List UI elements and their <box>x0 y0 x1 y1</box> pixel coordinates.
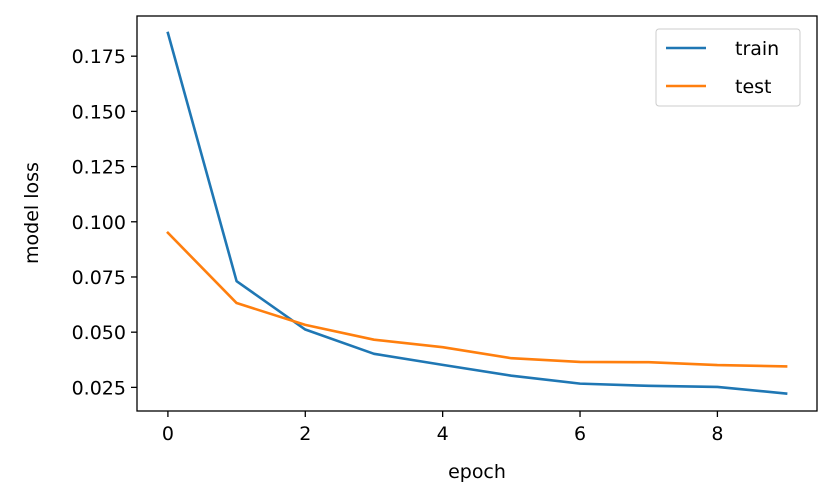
plot-frame <box>136 15 818 412</box>
legend: train test <box>655 28 801 107</box>
series-layer <box>166 31 788 395</box>
x-tick-label: 2 <box>299 423 311 445</box>
x-axis-ticks: 0 2 4 6 8 <box>162 411 723 445</box>
y-tick-label: 0.125 <box>72 157 126 179</box>
y-tick-label: 0.150 <box>72 101 126 123</box>
y-axis-label: model loss <box>21 162 43 264</box>
x-tick-label: 0 <box>162 423 174 445</box>
x-axis-label: epoch <box>448 461 506 483</box>
y-tick-label: 0.025 <box>72 377 126 399</box>
series-line-test <box>166 230 788 368</box>
y-tick-label: 0.100 <box>72 212 126 234</box>
x-tick-label: 8 <box>711 423 723 445</box>
legend-label-train: train <box>735 38 779 60</box>
x-tick-label: 4 <box>437 423 449 445</box>
y-tick-label: 0.175 <box>72 46 126 68</box>
y-axis-ticks: 0.025 0.050 0.075 0.100 0.125 0.150 0.175 <box>72 46 137 399</box>
y-tick-label: 0.075 <box>72 267 126 289</box>
series-line-train <box>166 31 788 395</box>
legend-label-test: test <box>735 76 772 98</box>
x-tick-label: 6 <box>574 423 586 445</box>
y-tick-label: 0.050 <box>72 322 126 344</box>
